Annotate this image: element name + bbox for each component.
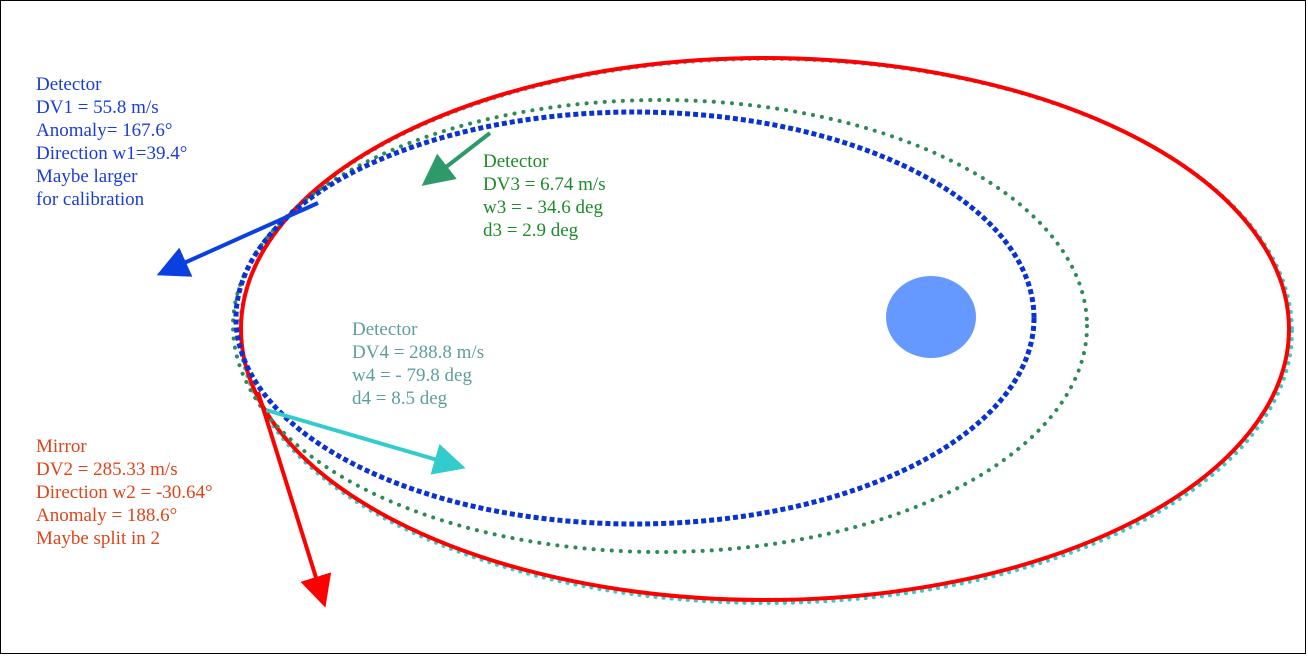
dv3-arrow [421,131,492,186]
detector4-w: w4 = - 79.8 deg [352,365,472,386]
mirror-anomaly: Anomaly = 188.6° [36,505,178,526]
detector1-dv: DV1 = 55.8 m/s [36,97,159,118]
detector1-anomaly: Anomaly= 167.6° [36,120,173,141]
detector3-label: Detector DV3 = 6.74 m/s w3 = - 34.6 deg … [483,150,606,242]
orbit-red-solid [239,56,1291,602]
detector4-dv: DV4 = 288.8 m/s [352,342,485,363]
detector1-note-2: for calibration [36,189,145,210]
dv4-arrow [265,408,466,475]
mirror-dv: DV2 = 285.33 m/s [36,459,178,480]
detector4-title: Detector [352,319,418,340]
orbit-blue-dashed [233,109,1037,527]
mirror-note: Maybe split in 2 [36,528,161,549]
dv1-arrow [156,201,319,277]
detector1-direction: Direction w1=39.4° [36,143,188,164]
detector4-d: d4 = 8.5 deg [352,388,448,409]
orbit-green-dotted [231,98,1089,554]
detector3-d: d3 = 2.9 deg [483,220,579,241]
detector3-w: w3 = - 34.6 deg [483,197,603,218]
detector3-dv: DV3 = 6.74 m/s [483,174,606,195]
detector1-note-1: Maybe larger [36,166,138,187]
detector1-title: Detector [36,74,102,95]
mirror-title: Mirror [36,436,87,457]
planet [886,276,976,358]
detector3-title: Detector [483,151,549,172]
mirror-direction: Direction w2 = -30.64° [36,482,213,503]
mirror-label: Mirror DV2 = 285.33 m/s Direction w2 = -… [36,435,213,550]
dv2-arrow [256,391,332,608]
detector4-label: Detector DV4 = 288.8 m/s w4 = - 79.8 deg… [352,318,484,410]
detector1-label: Detector DV1 = 55.8 m/s Anomaly= 167.6° … [36,73,187,211]
